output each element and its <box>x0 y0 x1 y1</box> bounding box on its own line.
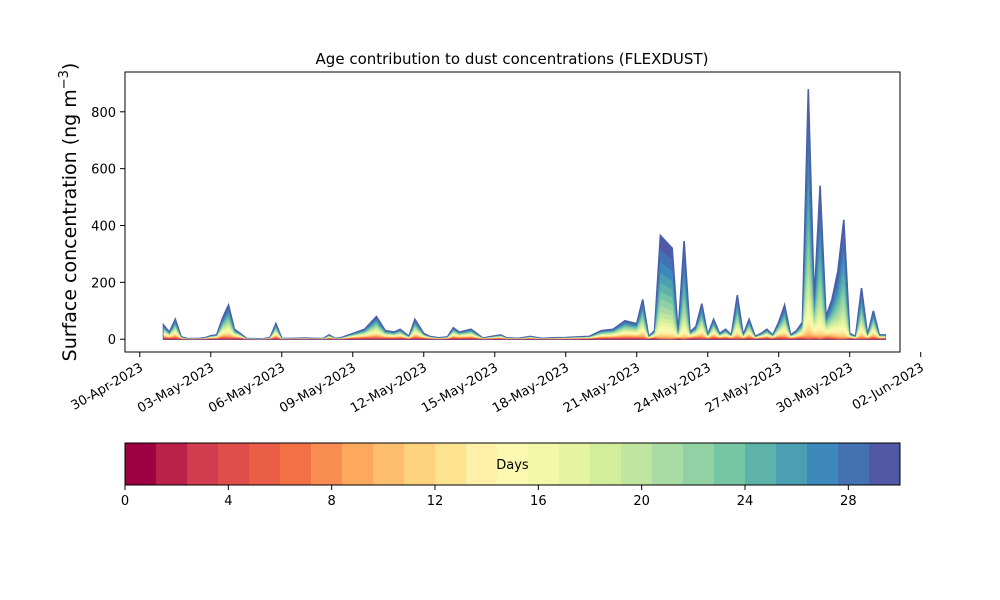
colorbar-swatch-0 <box>125 443 157 485</box>
chart-title: Age contribution to dust concentrations … <box>316 50 709 68</box>
colorbar-frame <box>124 442 901 486</box>
y-axis-label-main: Surface concentration (ng m <box>59 89 81 361</box>
colorbar-swatch-19 <box>714 443 746 485</box>
colorbar-swatch-12 <box>497 443 529 485</box>
colorbar-swatch-7 <box>342 443 374 485</box>
x-tick-label-4: 12-May-2023 <box>348 360 430 416</box>
colorbar-swatch-14 <box>559 443 591 485</box>
x-tick-label-0: 30-Apr-2023 <box>69 360 146 413</box>
y-tick-label-1: 200 <box>91 276 116 291</box>
colorbar-swatch-4 <box>249 443 281 485</box>
area-layer-24 <box>162 89 886 340</box>
colorbar-swatch-10 <box>435 443 467 485</box>
colorbar-swatch-11 <box>466 443 498 485</box>
colorbar-tick-label-5: 20 <box>633 494 650 509</box>
colorbar-tick-label-6: 24 <box>737 494 754 509</box>
colorbar-swatch-9 <box>404 443 436 485</box>
x-axis: 30-Apr-202303-May-202306-May-202309-May-… <box>69 352 927 416</box>
colorbar-tick-label-2: 8 <box>328 494 336 509</box>
plot-area <box>162 89 886 340</box>
colorbar-label: Days <box>496 458 529 473</box>
x-tick-label-2: 06-May-2023 <box>206 360 288 416</box>
colorbar-swatch-13 <box>528 443 560 485</box>
area-layer-19 <box>163 224 886 340</box>
colorbar-swatch-22 <box>807 443 839 485</box>
y-tick-label-0: 0 <box>108 333 116 348</box>
colorbar-tick-label-3: 12 <box>427 494 444 509</box>
colorbar: Days 0 4 8 12 16 20 24 28 <box>121 442 901 509</box>
colorbar-swatch-15 <box>590 443 622 485</box>
colorbar-tick-label-0: 0 <box>121 494 129 509</box>
x-tick-label-5: 15-May-2023 <box>419 360 501 416</box>
colorbar-swatch-5 <box>280 443 312 485</box>
x-tick-label-3: 09-May-2023 <box>277 360 359 416</box>
x-tick-label-10: 30-May-2023 <box>774 360 856 416</box>
colorbar-swatch-20 <box>745 443 777 485</box>
area-layer-10 <box>163 325 886 340</box>
area-layer-21 <box>163 179 886 340</box>
y-tick-label-4: 800 <box>91 106 116 121</box>
area-layer-23 <box>163 122 886 340</box>
colorbar-swatch-23 <box>838 443 870 485</box>
colorbar-tick-label-1: 4 <box>224 494 232 509</box>
plot-frame <box>124 71 901 353</box>
colorbar-swatch-2 <box>187 443 219 485</box>
x-tick-label-9: 27-May-2023 <box>703 360 785 416</box>
colorbar-swatch-16 <box>621 443 653 485</box>
x-tick-label-6: 18-May-2023 <box>490 360 572 416</box>
colorbar-swatch-17 <box>652 443 684 485</box>
colorbar-swatch-18 <box>683 443 715 485</box>
colorbar-swatch-3 <box>218 443 250 485</box>
colorbar-tick-label-7: 28 <box>840 494 857 509</box>
y-tick-label-3: 600 <box>91 163 116 178</box>
colorbar-swatch-8 <box>373 443 405 485</box>
x-tick-label-8: 24-May-2023 <box>632 360 714 416</box>
y-axis-label-sup: −3 <box>57 70 72 89</box>
area-layer-11 <box>163 320 886 340</box>
colorbar-swatch-24 <box>869 443 901 485</box>
svg-text:Surface concentration (ng m−3): Surface concentration (ng m−3) <box>57 63 81 362</box>
x-tick-label-1: 03-May-2023 <box>135 360 217 416</box>
colorbar-swatch-6 <box>311 443 343 485</box>
y-axis: 0 200 400 600 800 <box>91 106 125 348</box>
area-layer-20 <box>163 203 886 340</box>
colorbar-swatch-21 <box>776 443 808 485</box>
area-layer-22 <box>163 152 886 340</box>
y-axis-label: Surface concentration (ng m−3) <box>57 63 81 362</box>
y-axis-label-close: ) <box>59 63 81 70</box>
y-tick-label-2: 400 <box>91 220 116 235</box>
x-tick-label-11: 02-Jun-2023 <box>850 360 927 413</box>
x-tick-label-7: 21-May-2023 <box>561 360 643 416</box>
colorbar-swatch-1 <box>156 443 188 485</box>
colorbar-tick-label-4: 16 <box>530 494 547 509</box>
